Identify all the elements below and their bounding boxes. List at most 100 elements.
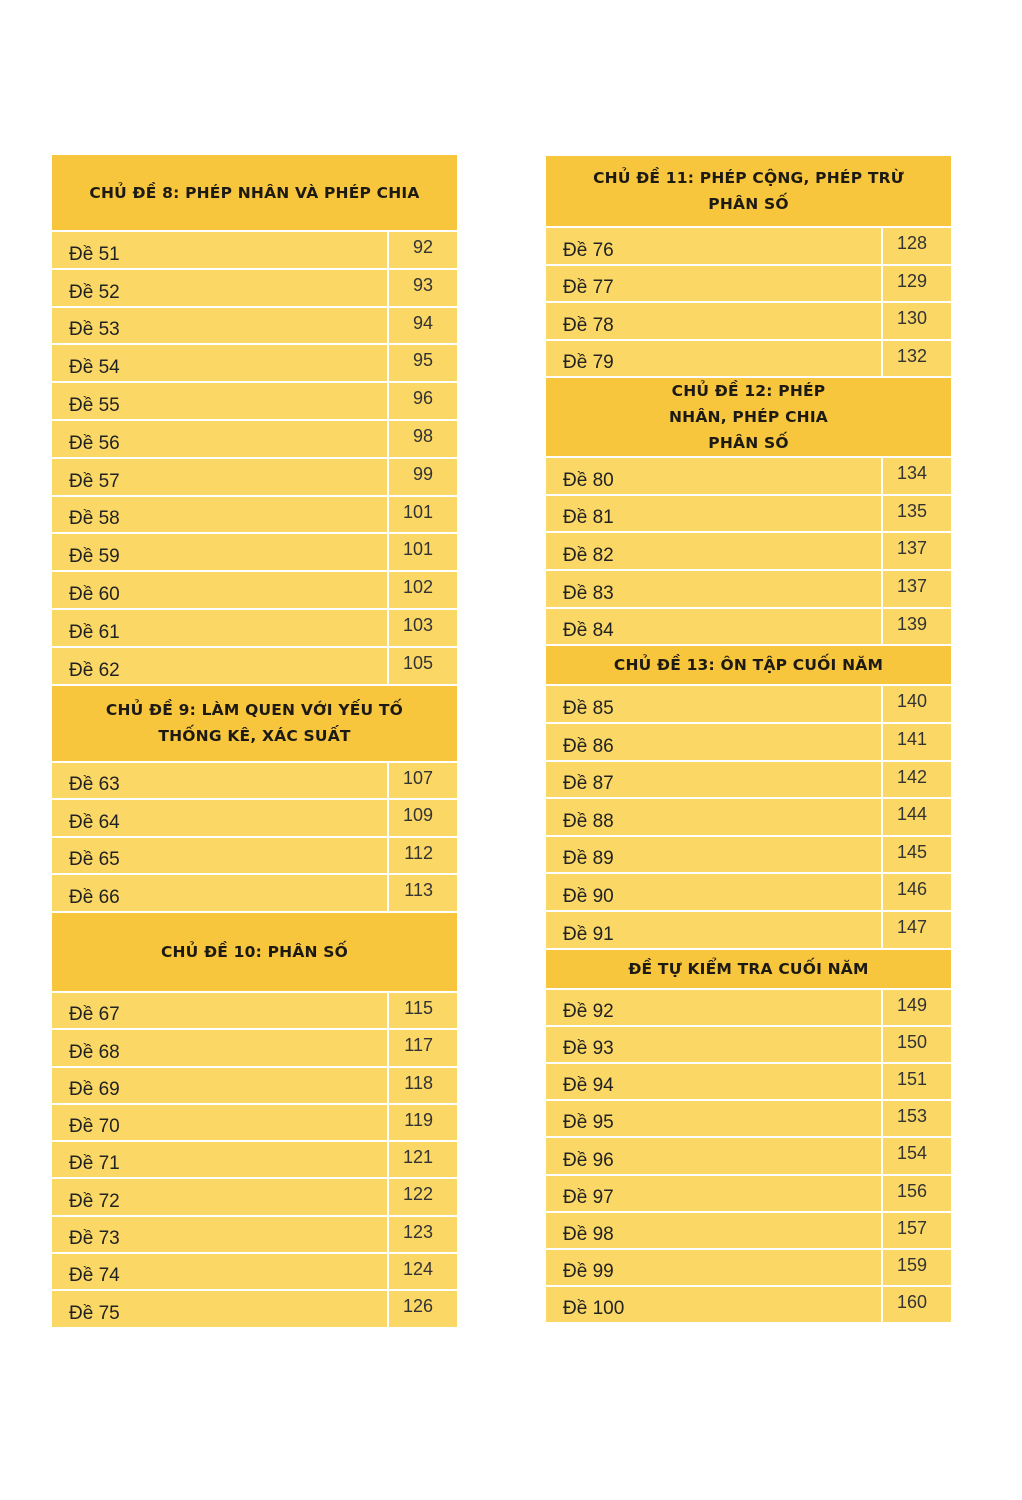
exam-label: Đề 75 bbox=[52, 1291, 389, 1327]
toc-column-left: CHỦ ĐỀ 8: PHÉP NHÂN VÀ PHÉP CHIA Đề 51 92 Đ… bbox=[52, 155, 457, 1329]
exam-label: Đề 93 bbox=[546, 1026, 883, 1062]
toc-row: Đề 56 98 bbox=[52, 420, 457, 459]
toc-row: Đề 73 123 bbox=[52, 1216, 457, 1255]
page-number: 140 bbox=[896, 691, 927, 712]
toc-row: Đề 98 157 bbox=[546, 1212, 951, 1250]
section-title: CHỦ ĐỀ 10: PHÂN SỐ bbox=[52, 912, 457, 993]
page-number: 153 bbox=[896, 1106, 927, 1127]
toc-row: Đề 69 118 bbox=[52, 1067, 457, 1105]
page-number: 115 bbox=[404, 997, 433, 1018]
page-number: 159 bbox=[896, 1254, 927, 1275]
exam-label: Đề 85 bbox=[546, 686, 883, 723]
toc-section: CHỦ ĐỀ 13: ÔN TẬP CUỐI NĂM Đề 85 140 Đề 86 1… bbox=[546, 646, 951, 950]
exam-label: Đề 62 bbox=[52, 647, 389, 684]
toc-row: Đề 85 140 bbox=[546, 686, 951, 725]
page-number: 128 bbox=[896, 233, 927, 253]
toc-row: Đề 97 156 bbox=[546, 1175, 951, 1213]
toc-row: Đề 52 93 bbox=[52, 269, 457, 308]
exam-label: Đề 80 bbox=[546, 458, 883, 494]
toc-row: Đề 77 129 bbox=[546, 265, 951, 303]
toc-row: Đề 94 151 bbox=[546, 1063, 951, 1102]
section-title: CHỦ ĐỀ 8: PHÉP NHÂN VÀ PHÉP CHIA bbox=[52, 155, 457, 232]
page-number: 151 bbox=[896, 1068, 927, 1089]
toc-section: CHỦ ĐỀ 10: PHÂN SỐ Đề 67 115 Đề 68 117 Đề 69 1… bbox=[52, 912, 457, 1329]
toc-row: Đề 76 128 bbox=[546, 228, 951, 266]
exam-label: Đề 56 bbox=[52, 420, 389, 457]
toc-row: Đề 72 122 bbox=[52, 1179, 457, 1217]
page-number: 137 bbox=[896, 538, 927, 559]
page-number: 154 bbox=[896, 1143, 927, 1164]
toc-row: Đề 82 137 bbox=[546, 533, 951, 572]
toc-row: Đề 79 132 bbox=[546, 340, 951, 378]
page-number: 118 bbox=[404, 1072, 433, 1093]
toc-row: Đề 89 145 bbox=[546, 836, 951, 875]
page-number: 157 bbox=[896, 1217, 927, 1238]
toc-row: Đề 70 119 bbox=[52, 1104, 457, 1143]
exam-label: Đề 69 bbox=[52, 1067, 389, 1103]
toc-row: Đề 86 141 bbox=[546, 724, 951, 762]
exam-label: Đề 57 bbox=[52, 458, 389, 495]
exam-label: Đề 88 bbox=[546, 799, 883, 835]
section-title: CHỦ ĐỀ 13: ÔN TẬP CUỐI NĂM bbox=[546, 646, 951, 687]
page-number: 139 bbox=[896, 613, 927, 634]
page-number: 129 bbox=[896, 270, 927, 291]
toc-row: Đề 60 102 bbox=[52, 572, 457, 610]
page-number: 102 bbox=[402, 577, 433, 598]
toc-row: Đề 75 126 bbox=[52, 1291, 457, 1329]
exam-label: Đề 53 bbox=[52, 307, 389, 344]
exam-label: Đề 61 bbox=[52, 609, 389, 646]
exam-label: Đề 79 bbox=[546, 340, 883, 376]
page-number: 141 bbox=[896, 729, 927, 750]
toc-row: Đề 68 117 bbox=[52, 1030, 457, 1068]
toc-row: Đề 54 95 bbox=[52, 345, 457, 384]
exam-label: Đề 73 bbox=[52, 1216, 389, 1253]
exam-label: Đề 59 bbox=[52, 534, 389, 571]
exam-label: Đề 95 bbox=[546, 1101, 883, 1137]
exam-label: Đề 81 bbox=[546, 495, 883, 532]
page-number: 144 bbox=[896, 804, 927, 825]
toc-row: Đề 63 107 bbox=[52, 762, 457, 801]
toc-row: Đề 83 137 bbox=[546, 571, 951, 609]
toc-row: Đề 57 99 bbox=[52, 458, 457, 497]
exam-label: Đề 72 bbox=[52, 1179, 389, 1215]
exam-label: Đề 89 bbox=[546, 836, 883, 873]
toc-row: Đề 90 146 bbox=[546, 874, 951, 912]
page-number: 145 bbox=[896, 841, 927, 862]
page-number: 132 bbox=[896, 345, 927, 366]
toc-row: Đề 92 149 bbox=[546, 989, 951, 1027]
toc-row: Đề 53 94 bbox=[52, 307, 457, 346]
toc-row: Đề 51 92 bbox=[52, 232, 457, 270]
exam-label: Đề 94 bbox=[546, 1063, 883, 1100]
toc-section: ĐỀ TỰ KIỂM TRA CUỐI NĂM Đề 92 149 Đề 93 150 Đ… bbox=[546, 949, 951, 1325]
toc-row: Đề 78 130 bbox=[546, 303, 951, 341]
exam-label: Đề 100 bbox=[546, 1287, 883, 1323]
page-number: 103 bbox=[402, 614, 433, 635]
page-number: 121 bbox=[402, 1147, 433, 1168]
exam-label: Đề 52 bbox=[52, 269, 389, 306]
exam-label: Đề 76 bbox=[546, 228, 883, 264]
toc-row: Đề 84 139 bbox=[546, 608, 951, 647]
toc-row: Đề 55 96 bbox=[52, 383, 457, 421]
exam-label: Đề 54 bbox=[52, 345, 389, 382]
exam-label: Đề 82 bbox=[546, 533, 883, 570]
page-number: 135 bbox=[896, 500, 927, 521]
toc-row: Đề 81 135 bbox=[546, 495, 951, 534]
exam-label: Đề 55 bbox=[52, 383, 389, 419]
exam-label: Đề 87 bbox=[546, 761, 883, 798]
toc-row: Đề 67 115 bbox=[52, 992, 457, 1031]
page-number: 101 bbox=[402, 501, 433, 522]
exam-label: Đề 70 bbox=[52, 1104, 389, 1141]
toc-row: Đề 61 103 bbox=[52, 609, 457, 648]
toc-section: CHỦ ĐỀ 11: PHÉP CỘNG, PHÉP TRỪ PHÂN SỐ Đề… bbox=[546, 156, 951, 378]
page-number: 92 bbox=[412, 237, 433, 257]
page-number: 142 bbox=[896, 766, 927, 787]
page-number: 119 bbox=[404, 1109, 433, 1130]
exam-label: Đề 86 bbox=[546, 724, 883, 760]
toc-row: Đề 66 113 bbox=[52, 875, 457, 913]
toc-row: Đề 80 134 bbox=[546, 458, 951, 496]
exam-label: Đề 97 bbox=[546, 1175, 883, 1211]
exam-label: Đề 98 bbox=[546, 1212, 883, 1248]
exam-label: Đề 71 bbox=[52, 1142, 389, 1178]
toc-row: Đề 71 121 bbox=[52, 1142, 457, 1180]
page-number: 156 bbox=[896, 1180, 927, 1201]
